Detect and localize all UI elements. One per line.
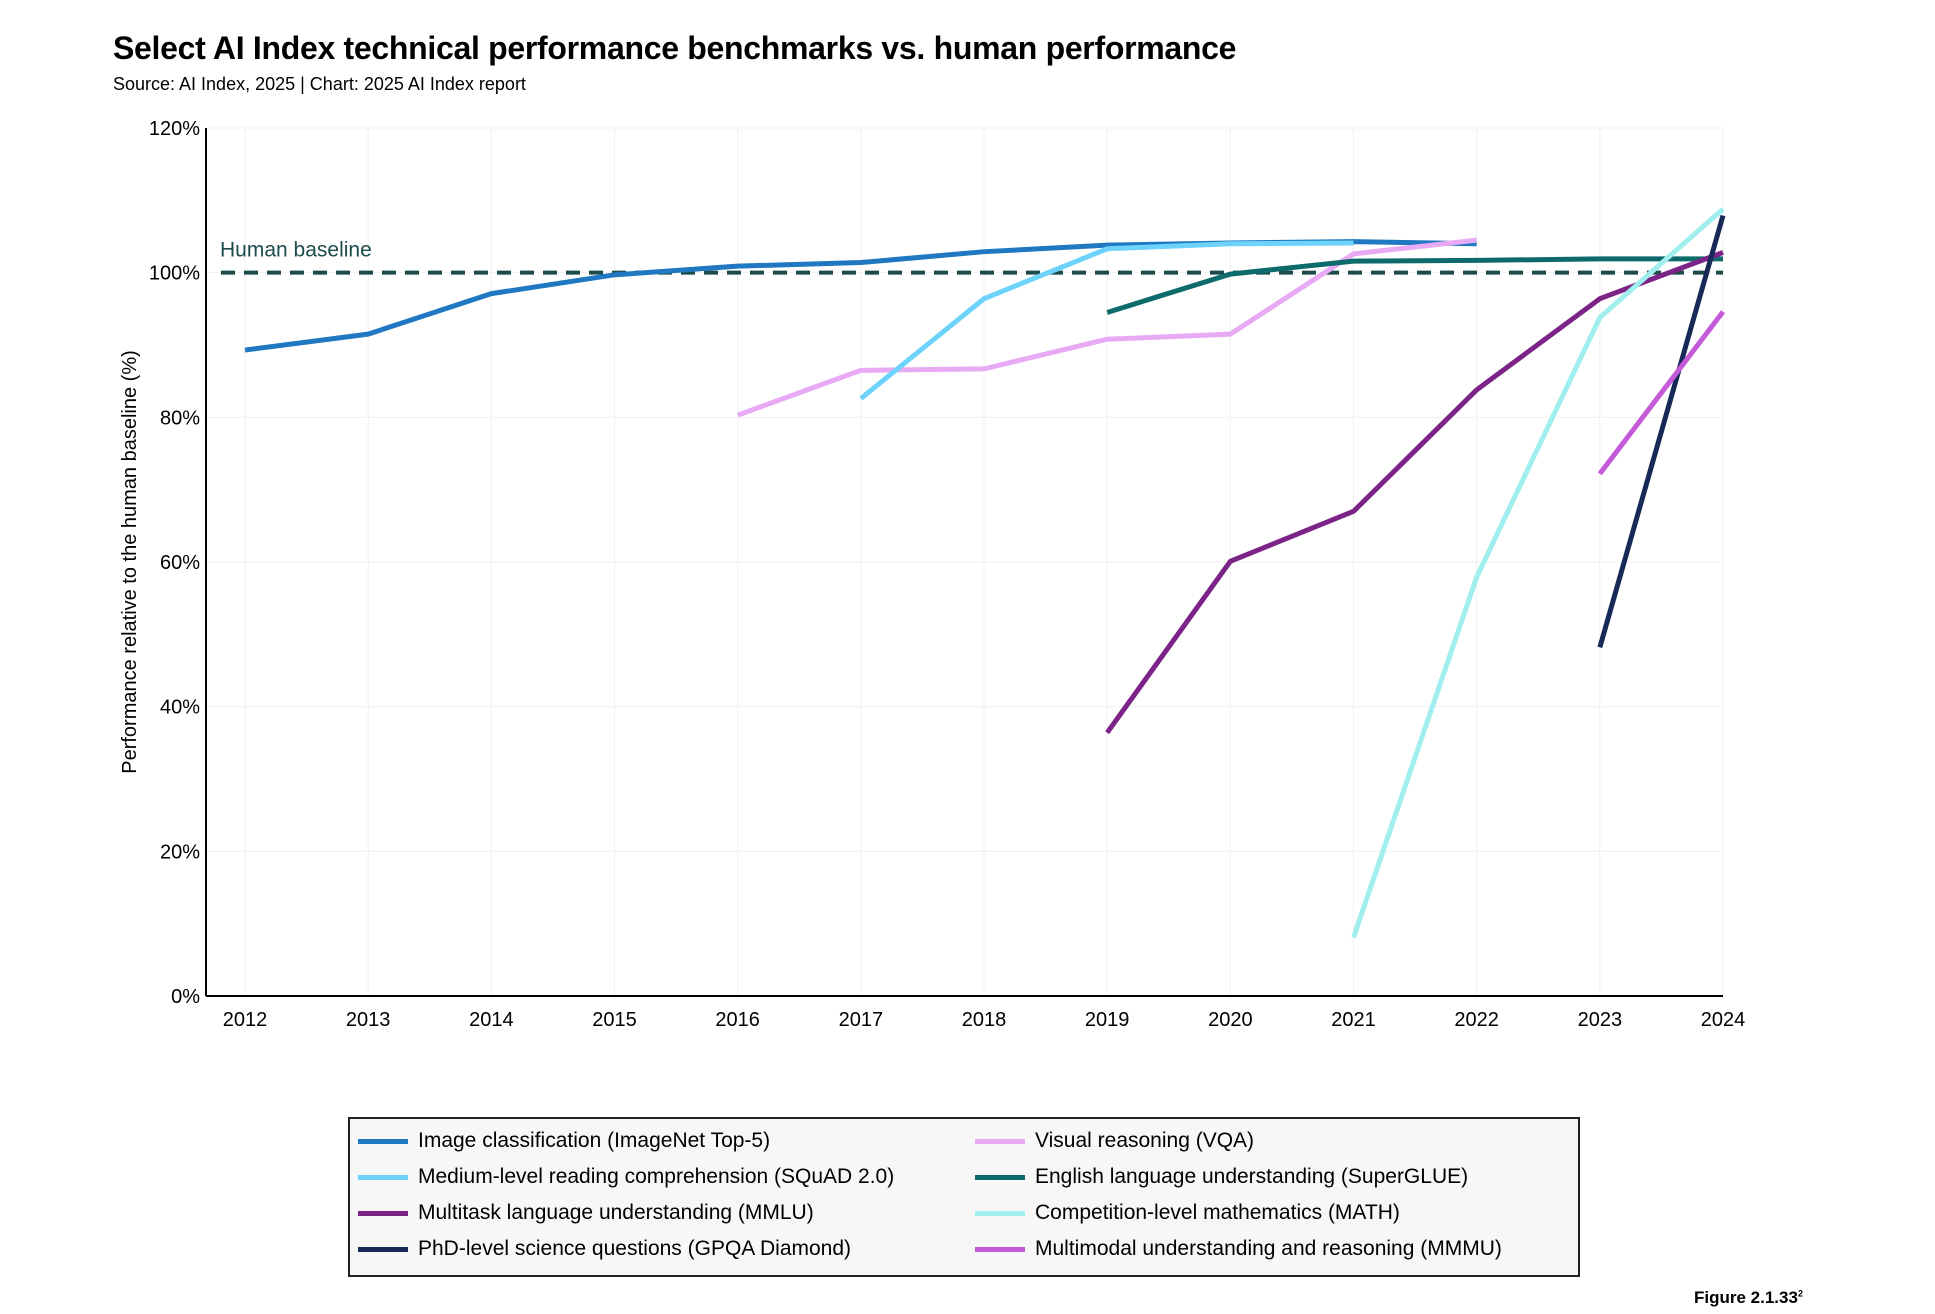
legend-swatch (975, 1210, 1025, 1216)
y-tick-label: 20% (160, 841, 200, 863)
y-tick-label: 100% (149, 263, 200, 285)
figure-footnote: 2 (1797, 1288, 1803, 1299)
x-tick-label: 2013 (346, 1009, 391, 1031)
x-tick-label: 2014 (469, 1009, 514, 1031)
series-line (1597, 310, 1725, 476)
figure-label-text: Figure 2.1.33 (1694, 1288, 1798, 1307)
legend: Image classification (ImageNet Top-5) Vis… (348, 1117, 1580, 1277)
x-tick-label: 2019 (1085, 1009, 1130, 1031)
legend-item: Image classification (ImageNet Top-5) (358, 1129, 770, 1153)
line-chart: 0% 20% 40% 60% 80% 100% 120% 2012 2013 2014 2015 20… (119, 118, 1746, 1031)
human-baseline-label: Human baseline (220, 239, 372, 262)
series-line (1597, 214, 1726, 649)
legend-item: English language understanding (SuperGLU… (975, 1165, 1468, 1189)
chart-subtitle: Source: AI Index, 2025 | Chart: 2025 AI … (113, 74, 526, 94)
x-tick-label: 2017 (839, 1009, 884, 1031)
legend-label: Image classification (ImageNet Top-5) (418, 1129, 771, 1152)
x-tick-label: 2015 (592, 1009, 637, 1031)
y-tick-label: 120% (149, 118, 200, 140)
legend-label: English language understanding (SuperGLU… (1035, 1165, 1469, 1188)
legend-label: Visual reasoning (VQA) (1035, 1129, 1255, 1152)
legend-item: PhD-level science questions (GPQA Diamon… (358, 1237, 851, 1261)
y-tick-label: 80% (160, 407, 200, 429)
x-tick-label: 2018 (962, 1009, 1007, 1031)
legend-label: Competition-level mathematics (MATH) (1035, 1201, 1400, 1224)
x-tick-label: 2016 (715, 1009, 760, 1031)
legend-label: Multitask language understanding (MMLU) (418, 1201, 814, 1224)
y-tick-label: 40% (160, 697, 200, 719)
legend-item: Competition-level mathematics (MATH) (975, 1201, 1400, 1225)
x-tick-label: 2021 (1331, 1009, 1376, 1031)
x-tick-label: 2022 (1454, 1009, 1499, 1031)
legend-label: PhD-level science questions (GPQA Diamon… (418, 1237, 852, 1260)
legend-item: Visual reasoning (VQA) (975, 1129, 1254, 1153)
legend-item: Multimodal understanding and reasoning (… (975, 1237, 1502, 1261)
x-tick-label: 2024 (1701, 1009, 1746, 1031)
legend-swatch (975, 1246, 1025, 1252)
legend-swatch (358, 1210, 408, 1216)
x-tick-label: 2012 (223, 1009, 268, 1031)
figure-label: Figure 2.1.332 (1694, 1288, 1803, 1308)
y-tick-label: 60% (160, 552, 200, 574)
x-tick-label: 2020 (1208, 1009, 1253, 1031)
legend-label: Medium-level reading comprehension (SQuA… (418, 1165, 895, 1188)
y-tick-label: 0% (171, 986, 200, 1008)
legend-swatch (358, 1246, 408, 1252)
legend-item: Multitask language understanding (MMLU) (358, 1201, 814, 1225)
legend-swatch (358, 1174, 408, 1180)
series-line (1105, 250, 1724, 735)
legend-label: Multimodal understanding and reasoning (… (1035, 1237, 1502, 1260)
series-line (1351, 207, 1725, 939)
legend-swatch (975, 1138, 1025, 1144)
x-tick-label: 2023 (1578, 1009, 1623, 1031)
chart-title: Select AI Index technical performance be… (113, 30, 1237, 66)
series-line (1106, 256, 1723, 315)
legend-swatch (975, 1174, 1025, 1180)
legend-item: Medium-level reading comprehension (SQuA… (358, 1165, 894, 1189)
y-axis-label: Performance relative to the human baseli… (119, 350, 141, 774)
legend-swatch (358, 1138, 408, 1144)
